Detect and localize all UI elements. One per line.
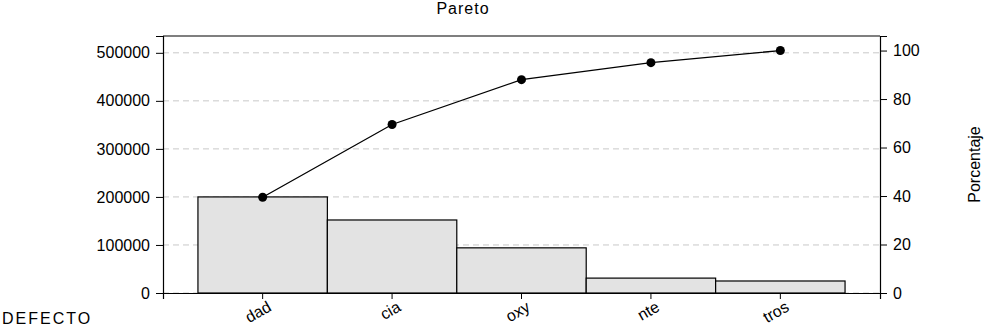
tick: 400000: [97, 92, 163, 109]
axis-line: [156, 37, 164, 294]
tick-mark: [880, 196, 887, 197]
plot: 0 100000 200000 300000 400000 500000 0 20 40 60 80…: [97, 36, 920, 326]
tick-label: 300000: [97, 141, 150, 158]
tick-label: 200000: [97, 189, 150, 206]
tick: cia: [377, 293, 403, 323]
tick-label: dad: [242, 298, 274, 326]
tick-mark: [650, 293, 651, 299]
tick: oxy: [503, 293, 533, 325]
tick-mark: [156, 53, 163, 54]
line: [263, 51, 781, 198]
tick: 100000: [97, 237, 163, 254]
tick-label: 500000: [97, 44, 150, 61]
tick: 0: [880, 285, 902, 302]
tick: 0: [141, 285, 163, 302]
frame-line: [163, 35, 880, 36]
tick-mark: [156, 149, 163, 150]
tick-mark: [392, 293, 393, 299]
marker: [258, 193, 267, 202]
chart: 0 100000 200000 300000 400000 500000 0 20 40 60 80…: [0, 0, 1008, 334]
title: Pareto: [436, 0, 489, 17]
tick: dad: [242, 293, 274, 326]
grid-line: [163, 100, 880, 101]
grid-line: [163, 52, 880, 53]
bar: [198, 197, 327, 293]
markers: [258, 46, 785, 202]
tick-label: 80: [893, 91, 911, 108]
marker: [646, 58, 655, 67]
tick: 20: [880, 236, 911, 253]
tick-mark: [156, 101, 163, 102]
y2ticks-axis: 0 20 40 60 80 100: [880, 37, 920, 302]
grid-line: [163, 148, 880, 149]
tick-label: 100000: [97, 237, 150, 254]
tick-label: nte: [634, 298, 662, 324]
tick-label: oxy: [503, 298, 533, 325]
x-axis-title: DEFECTO: [2, 310, 92, 327]
tick-mark: [156, 293, 163, 294]
tick-label: 60: [893, 139, 911, 156]
tick: tros: [760, 293, 792, 326]
tick-label: 20: [893, 236, 911, 253]
tick-mark: [880, 51, 887, 52]
marker: [517, 75, 526, 84]
bars: [198, 197, 845, 293]
tick-label: 400000: [97, 92, 150, 109]
bar: [457, 248, 586, 293]
tick-mark: [780, 293, 781, 299]
marker: [776, 46, 785, 55]
yticks-axis: 0 100000 200000 300000 400000 500000: [97, 37, 164, 302]
tick-mark: [156, 245, 163, 246]
y2-axis-title: Porcentaje: [966, 126, 983, 203]
tick-mark: [880, 148, 887, 149]
tick: nte: [634, 293, 662, 324]
tick-label: 0: [893, 285, 902, 302]
tick-label: tros: [760, 298, 792, 326]
tick: 200000: [97, 189, 163, 206]
tick-label: cia: [377, 298, 403, 323]
tick: 500000: [97, 44, 163, 61]
tick: 300000: [97, 141, 163, 158]
tick-mark: [521, 293, 522, 299]
tick-mark: [880, 245, 887, 246]
bar: [327, 220, 456, 293]
data-area: [198, 46, 845, 293]
x-axis: dad cia oxy nte tros: [164, 293, 881, 326]
tick-mark: [262, 293, 263, 299]
tick: 80: [880, 91, 911, 108]
tick: 60: [880, 139, 911, 156]
axis-line: [881, 37, 888, 294]
bar: [586, 278, 715, 293]
tick: 100: [880, 42, 920, 59]
tick-mark: [880, 99, 887, 100]
tick: 40: [880, 188, 911, 205]
tick-label: 40: [893, 188, 911, 205]
bar: [716, 281, 845, 293]
tick-label: 100: [893, 42, 920, 59]
marker: [388, 120, 397, 129]
tick-label: 0: [141, 285, 150, 302]
grid: [163, 53, 880, 293]
tick-mark: [156, 197, 163, 198]
